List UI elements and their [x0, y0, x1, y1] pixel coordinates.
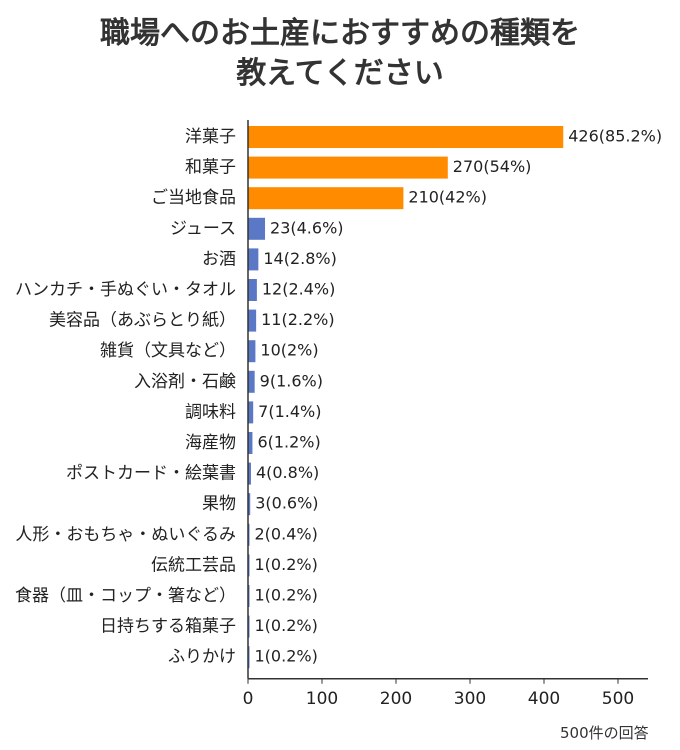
category-label: 雑貨（文具など）: [100, 341, 236, 361]
value-label: 3(0.6%): [255, 494, 318, 513]
value-label: 14(2.8%): [263, 249, 337, 268]
category-label: ハンカチ・手ぬぐい・タオル: [15, 280, 236, 300]
x-tick-label: 300: [454, 689, 486, 709]
bar: [248, 248, 259, 271]
bar: [248, 462, 251, 485]
category-label: 伝統工芸品: [151, 555, 236, 575]
bar: [248, 156, 448, 179]
category-label: 果物: [202, 494, 236, 514]
value-label: 6(1.2%): [257, 433, 320, 452]
value-label: 1(0.2%): [255, 616, 318, 635]
x-tick-label: 100: [306, 689, 338, 709]
chart-title-line-1: 職場へのお土産におすすめの種類を: [100, 16, 580, 51]
category-label: ジュース: [170, 219, 236, 239]
chart-title-line-2: 教えてください: [236, 56, 444, 91]
bar: [248, 126, 564, 148]
x-tick-label: 200: [380, 689, 412, 709]
bar: [248, 340, 256, 363]
value-label: 7(1.4%): [258, 402, 321, 421]
category-label: 調味料: [185, 402, 236, 422]
bar: [248, 187, 404, 210]
category-label: 人形・おもちゃ・ぬいぐるみ: [15, 525, 236, 545]
category-label: 入浴剤・石鹸: [134, 372, 236, 392]
bar: [248, 279, 257, 301]
value-label: 1(0.2%): [255, 647, 318, 666]
category-label: ふりかけ: [168, 647, 236, 667]
bar: [248, 432, 253, 454]
value-label: 10(2%): [260, 341, 318, 360]
value-label: 12(2.4%): [262, 280, 336, 299]
bar: [248, 370, 255, 393]
response-count-note: 500件の回答: [560, 724, 649, 742]
value-label: 4(0.8%): [256, 463, 319, 482]
category-label: 海産物: [185, 433, 236, 453]
category-label: 食器（皿・コップ・箸など）: [15, 586, 236, 606]
category-label: ポストカード・絵葉書: [66, 464, 236, 484]
x-tick-label: 500: [602, 689, 634, 709]
value-label: 426(85.2%): [568, 127, 662, 146]
category-label: 日持ちする箱菓子: [100, 617, 236, 637]
x-tick-label: 0: [243, 689, 254, 709]
category-label: お酒: [202, 249, 236, 269]
value-label: 23(4.6%): [270, 218, 344, 237]
bar: [248, 217, 266, 240]
value-label: 2(0.4%): [255, 524, 318, 543]
bar: [248, 493, 251, 516]
x-tick-label: 400: [528, 689, 560, 709]
chart-title: 職場へのお土産におすすめの種類を 教えてください: [0, 14, 680, 94]
category-label: 美容品（あぶらとり紙）: [49, 311, 236, 331]
value-label: 210(42%): [408, 188, 487, 207]
value-label: 270(54%): [453, 157, 532, 176]
category-label: ご当地食品: [151, 188, 236, 208]
value-label: 9(1.6%): [260, 371, 323, 390]
bar: [248, 309, 257, 332]
value-label: 1(0.2%): [255, 555, 318, 574]
category-label: 和菓子: [185, 158, 236, 178]
value-label: 11(2.2%): [261, 310, 335, 329]
bar: [248, 401, 254, 424]
value-label: 1(0.2%): [255, 586, 318, 605]
category-label: 洋菓子: [185, 127, 236, 147]
